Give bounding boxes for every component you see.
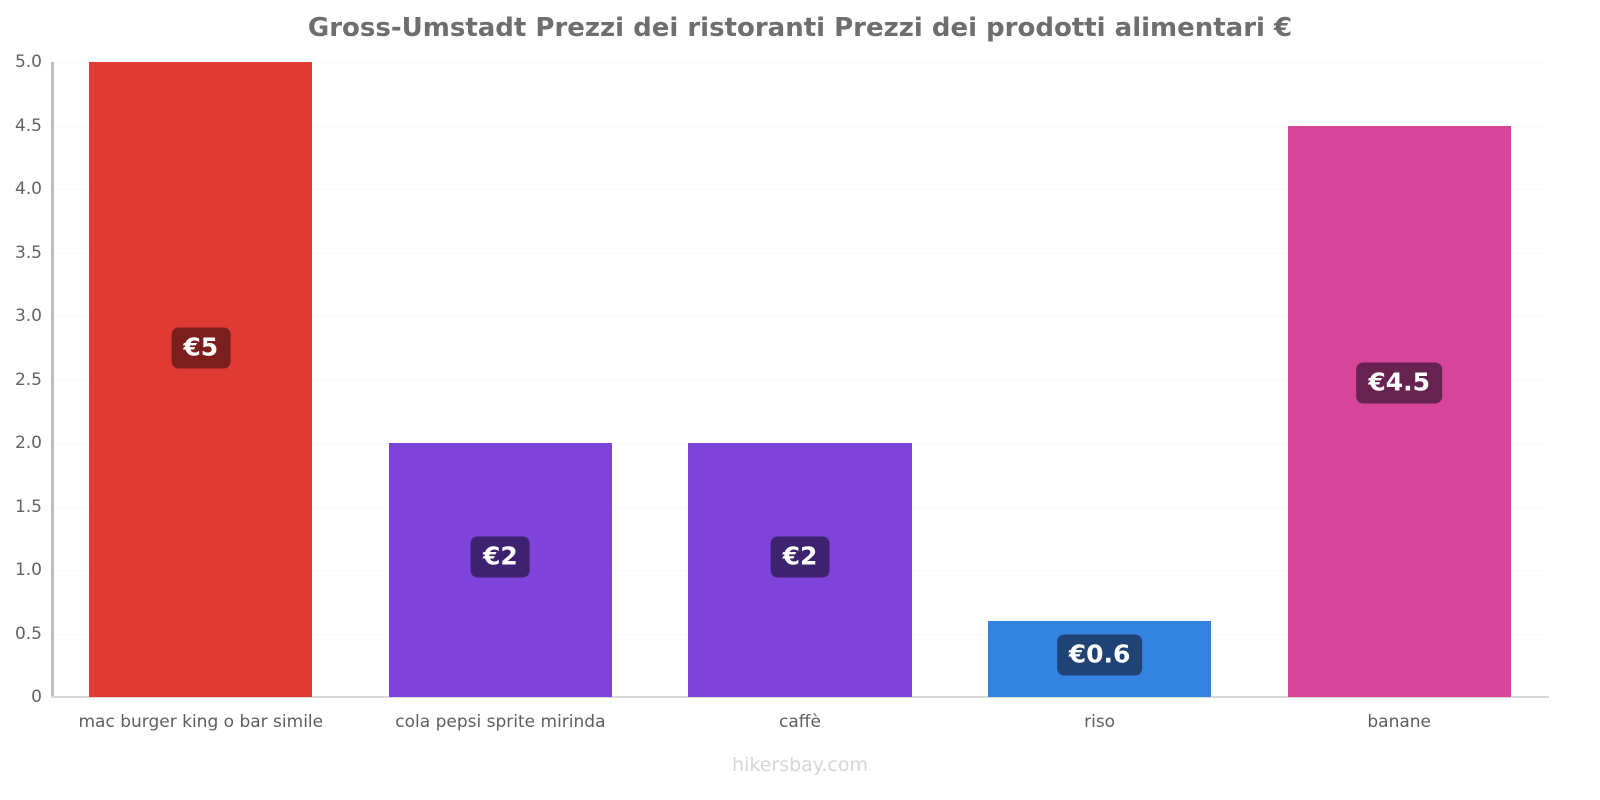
bar-value-label: €2: [470, 536, 530, 578]
value-label-text: €4.5: [1368, 367, 1431, 397]
gridline: [51, 252, 1549, 254]
y-axis-tick-label: 4.5: [14, 115, 42, 136]
y-axis-tick-label: 1.5: [14, 496, 42, 517]
gridline: [51, 189, 1549, 190]
y-axis-tick-label: 3.5: [14, 242, 42, 263]
y-axis-tick-label: 4.0: [14, 179, 42, 199]
gridline: [51, 62, 1549, 63]
bar-value-label: €2: [770, 536, 830, 578]
y-axis-tick-label: 1.0: [14, 560, 42, 580]
x-axis-tick-label: riso: [1084, 712, 1116, 732]
gridline: [51, 125, 1549, 127]
bar[interactable]: [1287, 125, 1511, 697]
footer-watermark: hikersbay.com: [732, 754, 868, 776]
chart-bars: [51, 62, 1549, 697]
y-axis-tick-label: 3.0: [14, 306, 42, 326]
y-axis-tick-label: 5.0: [14, 52, 42, 72]
x-axis-tick-label: cola pepsi sprite mirinda: [395, 712, 606, 732]
bar[interactable]: [89, 62, 313, 697]
gridline: [51, 316, 1549, 317]
value-label-text: €2: [782, 541, 818, 571]
y-axis-tick-label: 0.5: [14, 623, 42, 644]
x-axis-tick-label: banane: [1367, 712, 1432, 732]
bar-value-label: €0.6: [1056, 634, 1143, 676]
page-title: Gross-Umstadt Prezzi dei ristoranti Prez…: [307, 13, 1293, 43]
y-axis-tick-label: 2.5: [14, 369, 42, 390]
value-label-text: €2: [482, 541, 518, 571]
x-axis-line: [51, 696, 1549, 698]
x-axis-tick-label: mac burger king o bar simile: [78, 712, 324, 732]
value-label-text: €0.6: [1068, 639, 1131, 669]
y-axis-line: [51, 62, 54, 698]
bar-value-label: €5: [171, 327, 231, 369]
value-label-text: €5: [183, 332, 219, 362]
bar-value-label: €4.5: [1356, 362, 1443, 404]
x-axis-tick-label: caffè: [779, 712, 821, 732]
y-axis-tick-label: 2.0: [14, 433, 42, 453]
y-axis-tick-label: 0: [31, 687, 42, 707]
gridline: [51, 379, 1549, 381]
